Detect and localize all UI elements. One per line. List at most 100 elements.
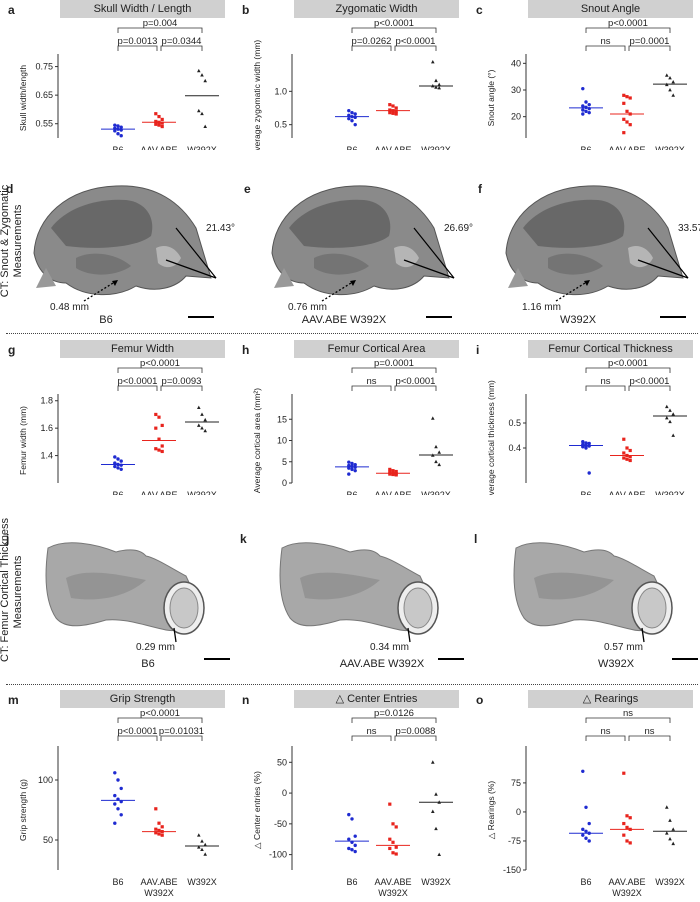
x-category-label: B6 — [580, 490, 591, 495]
data-point — [353, 112, 357, 116]
y-axis-label: Average cortical area (mm²) — [252, 388, 262, 493]
data-point — [119, 813, 123, 817]
chart-panel-m: m Grip Strength 50 100 Grip strength (g) B6 AA… — [0, 690, 234, 902]
x-category-label: W392X — [655, 877, 685, 887]
section-divider-1 — [6, 333, 698, 334]
zygomatic-distance-label: 0.48 mm — [50, 302, 89, 313]
significance-label: p<0.0001 — [118, 726, 158, 737]
data-point — [625, 839, 629, 843]
data-point — [116, 778, 120, 782]
data-point — [116, 466, 120, 470]
panel-letter: i — [476, 343, 480, 357]
data-point — [431, 809, 435, 813]
panel-letter: a — [8, 3, 15, 17]
data-point — [388, 111, 392, 115]
y-axis-label: △ Rearings (%) — [486, 781, 496, 840]
data-point — [200, 847, 204, 851]
data-point — [203, 78, 207, 83]
significance-label: p<0.0001 — [608, 18, 648, 29]
significance-label: p<0.0001 — [140, 358, 180, 369]
significance-bracket — [117, 367, 203, 373]
data-point — [116, 807, 120, 811]
chart-title: Zygomatic Width — [294, 0, 459, 18]
data-point — [431, 760, 435, 764]
data-point — [668, 837, 672, 841]
data-point — [113, 771, 117, 775]
data-point — [628, 448, 632, 453]
y-tick-label: 0 — [282, 478, 287, 488]
data-point — [391, 472, 395, 477]
data-point — [154, 831, 158, 835]
significance-label: p<0.0001 — [374, 18, 414, 29]
snout-angle-label: 26.69° — [444, 223, 474, 234]
data-point — [671, 827, 675, 831]
panel-letter: o — [476, 693, 484, 707]
data-point — [157, 448, 161, 452]
skull-panel: d 21.43° 0.48 mm B6 — [6, 158, 235, 330]
data-point — [581, 827, 585, 832]
cortical-thickness-label: 0.34 mm — [370, 642, 409, 653]
data-point — [113, 461, 117, 465]
data-point — [347, 846, 351, 851]
significance-label: ns — [366, 726, 376, 737]
data-point — [197, 108, 201, 113]
chart-svg: 0.55 0.65 0.75 Skull width/length B6 AAV.ABE W… — [18, 18, 219, 150]
image-caption: W392X — [559, 314, 597, 326]
data-point — [350, 110, 354, 115]
data-point — [157, 415, 161, 419]
chart-panel-a: a Skull Width / Length 0.55 0.65 0.75 Skull w… — [0, 0, 234, 150]
data-point — [203, 852, 207, 856]
panel-letter: e — [244, 182, 251, 196]
data-point — [197, 68, 201, 73]
data-point — [157, 828, 161, 832]
image-caption: B6 — [141, 658, 155, 670]
data-point — [587, 821, 591, 826]
data-point — [353, 468, 357, 473]
data-point — [350, 118, 354, 123]
data-point — [197, 405, 201, 409]
thickness-marker — [407, 627, 411, 643]
data-point — [154, 827, 158, 831]
data-point — [668, 76, 672, 80]
data-point — [197, 845, 201, 849]
data-point — [350, 461, 354, 466]
x-category-label: AAV.ABE — [140, 490, 177, 495]
data-point — [665, 831, 669, 835]
skull-ct-image — [271, 185, 455, 302]
data-point — [113, 802, 117, 806]
significance-label: ns — [623, 708, 633, 719]
significance-bracket — [351, 385, 392, 391]
data-point — [394, 112, 398, 116]
femur-ct-image — [513, 542, 673, 643]
y-tick-label: 1.4 — [40, 451, 53, 461]
x-category-label: W392X — [378, 888, 408, 898]
data-point — [587, 839, 591, 843]
data-point — [116, 457, 120, 461]
data-point — [431, 60, 435, 64]
image-caption: AAV.ABE W392X — [301, 314, 387, 326]
chart-svg: 0 5 10 15 Average cortical area (mm²) B6 AAV.A… — [252, 358, 453, 495]
data-point — [622, 117, 626, 121]
x-category-label: B6 — [112, 145, 123, 150]
y-tick-label: 50 — [43, 835, 53, 845]
scale-bar — [204, 658, 230, 660]
significance-bracket — [351, 735, 392, 741]
data-point — [584, 109, 588, 114]
data-point — [200, 73, 204, 77]
data-point — [119, 125, 123, 129]
data-point — [437, 462, 441, 467]
data-point — [622, 101, 626, 105]
chart-title: Skull Width / Length — [60, 0, 225, 18]
data-point — [628, 96, 632, 100]
y-tick-label: 0.55 — [35, 119, 53, 129]
data-point — [394, 473, 398, 477]
scale-bar — [426, 316, 452, 318]
scale-bar — [438, 658, 464, 660]
significance-bracket — [585, 385, 626, 391]
data-point — [622, 131, 626, 135]
data-point — [388, 837, 392, 841]
x-category-label: B6 — [580, 145, 591, 150]
cortical-thickness-label: 0.29 mm — [136, 642, 175, 653]
data-point — [628, 455, 632, 459]
y-axis-label: Femur width (mm) — [18, 406, 28, 475]
